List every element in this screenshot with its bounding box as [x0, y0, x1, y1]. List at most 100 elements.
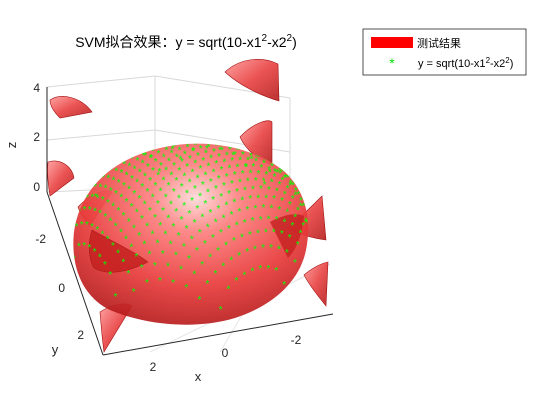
scatter-point: *	[182, 201, 186, 212]
scatter-point: *	[170, 149, 174, 160]
scatter-point: *	[101, 195, 105, 206]
scatter-point: *	[267, 215, 271, 226]
scatter-point: *	[198, 191, 202, 202]
scatter-point: *	[99, 165, 103, 176]
scatter-point: *	[288, 200, 292, 211]
scatter-point: *	[145, 221, 149, 232]
scatter-point: *	[122, 160, 126, 171]
scatter-point: *	[164, 145, 168, 156]
scatter-point: *	[98, 182, 102, 193]
scatter-point: *	[288, 181, 292, 192]
scatter-point: *	[162, 137, 166, 148]
scatter-point: *	[250, 154, 254, 165]
scatter-point: *	[161, 249, 165, 260]
scatter-point: *	[266, 264, 270, 275]
scatter-point: *	[107, 158, 111, 169]
scatter-point: *	[277, 205, 281, 216]
scatter-point: *	[207, 131, 211, 142]
scatter-point: *	[291, 221, 295, 232]
scatter-point: *	[294, 190, 298, 201]
scatter-point: *	[143, 200, 147, 211]
y-tick-labels: -2 0 2	[35, 232, 84, 342]
scatter-point: *	[213, 269, 217, 280]
scatter-point: *	[146, 162, 150, 173]
scatter-point: *	[280, 196, 284, 207]
scatter-point: *	[269, 204, 273, 215]
scatter-point: *	[182, 242, 186, 253]
scatter-point: *	[278, 169, 282, 180]
scatter-point: *	[293, 258, 297, 269]
scatter-point: *	[90, 222, 94, 233]
z-tick-label: 0	[33, 180, 40, 194]
scatter-point: *	[114, 189, 118, 200]
scatter-point: *	[159, 161, 163, 172]
scatter-point: *	[199, 144, 203, 155]
scatter-point: *	[93, 182, 97, 193]
scatter-point: *	[257, 169, 261, 180]
scatter-point: *	[238, 207, 242, 218]
scatter-point: *	[224, 241, 228, 252]
scatter-point: *	[233, 170, 237, 181]
scatter-point: *	[151, 146, 155, 157]
scatter-point: *	[172, 222, 176, 233]
scatter-point: *	[280, 176, 284, 187]
scatter-point: *	[259, 215, 263, 226]
scatter-point: *	[127, 217, 131, 228]
scatter-point: *	[124, 197, 128, 208]
scatter-point: *	[127, 162, 131, 173]
scatter-point: *	[231, 151, 235, 162]
scatter-point: *	[250, 267, 254, 278]
scatter-point: *	[272, 228, 276, 239]
scatter-point: *	[245, 247, 249, 258]
scatter-point: *	[263, 180, 267, 191]
scatter-point: *	[214, 159, 218, 170]
scatter-point: *	[157, 135, 161, 146]
scatter-point: *	[175, 136, 179, 147]
scatter-point: *	[248, 194, 252, 205]
scatter-point: *	[137, 231, 141, 242]
scatter-point: *	[143, 151, 147, 162]
scatter-point: *	[235, 276, 239, 287]
scatter-point: *	[214, 184, 218, 195]
scatter-point: *	[219, 228, 223, 239]
x-tick-labels: 2 0 -2	[150, 333, 302, 374]
scatter-point: *	[254, 157, 258, 168]
scatter-point: *	[180, 139, 184, 150]
scatter-point: *	[242, 270, 246, 281]
scatter-point: *	[175, 176, 179, 187]
scatter-point: *	[163, 141, 167, 152]
scatter-point: *	[148, 249, 152, 260]
scatter-point: *	[145, 278, 149, 289]
scatter-point: *	[201, 156, 205, 167]
scatter-point: *	[232, 198, 236, 209]
y-tick-label: -2	[35, 232, 46, 246]
scatter-point: *	[187, 254, 191, 265]
scatter-point: *	[211, 233, 215, 244]
scatter-point: *	[194, 129, 198, 140]
surface-sphere	[73, 143, 309, 325]
scatter-point: *	[183, 134, 187, 145]
scatter-point: *	[220, 133, 224, 144]
scatter-point: *	[85, 220, 89, 231]
scatter-point: *	[216, 246, 220, 257]
scatter-point: *	[172, 142, 176, 153]
scatter-point: *	[251, 184, 255, 195]
scatter-point: *	[215, 134, 219, 145]
scatter-point: *	[198, 295, 202, 306]
scatter-point: *	[109, 154, 113, 165]
scatter-point: *	[101, 161, 105, 172]
scatter-point: *	[149, 133, 153, 144]
scatter-point: *	[296, 240, 300, 251]
scatter-point: *	[218, 145, 222, 156]
scatter-point: *	[212, 167, 216, 178]
scatter-point: *	[243, 162, 247, 173]
scatter-point: *	[122, 181, 126, 192]
scatter-point: *	[171, 278, 175, 289]
scatter-point: *	[280, 229, 284, 240]
scatter-point: *	[135, 208, 139, 219]
legend-marker-scatter: *	[389, 55, 395, 71]
scatter-point: *	[141, 143, 145, 154]
scatter-point: *	[150, 153, 154, 164]
scatter-point: *	[146, 135, 150, 146]
